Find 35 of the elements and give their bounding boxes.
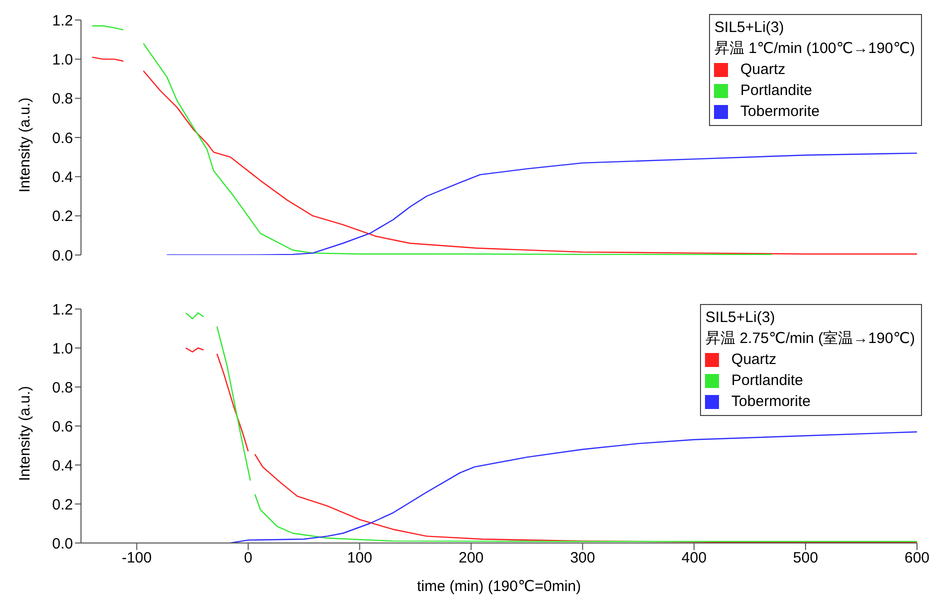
y-tick-label: 1.2 — [52, 301, 73, 318]
y-tick-label: 0.2 — [52, 208, 73, 226]
y-tick-label: 1.0 — [52, 340, 73, 358]
x-tick-label: 500 — [793, 550, 818, 567]
line-series — [230, 431, 917, 543]
y-tick-label: 0.2 — [52, 496, 73, 514]
legend-label: Tobermorite — [740, 102, 820, 122]
x-tick-label: 600 — [904, 550, 930, 567]
y-tick-label: 0.0 — [52, 247, 73, 264]
x-tick-label: 100 — [347, 550, 372, 567]
legend-title: SIL5+Li(3) 昇温 1℃/min (100℃→190℃) — [714, 18, 915, 59]
legend-label: Quartz — [740, 60, 786, 80]
line-series — [166, 152, 917, 255]
x-axis-title: time (min) (190℃=0min) — [417, 578, 581, 595]
y-tick-label: 0.6 — [52, 130, 73, 147]
legend-label: Tobermorite — [731, 392, 811, 412]
y-tick-label: 0.6 — [52, 418, 73, 436]
y-axis-title: Intensity (a.u.) — [16, 97, 34, 192]
y-tick-label: 0.8 — [52, 90, 73, 108]
x-tick-label: 400 — [682, 550, 707, 567]
y-tick-label: 0.4 — [52, 457, 73, 474]
y-tick-label: 0.4 — [52, 168, 73, 186]
x-tick-label: 0 — [244, 550, 252, 567]
y-tick-label: 0.0 — [52, 535, 73, 552]
legend-label: Portlandite — [731, 371, 804, 391]
y-tick-label: 1.2 — [52, 12, 73, 30]
x-tick-label: 200 — [458, 550, 484, 567]
legend-label: Portlandite — [740, 81, 812, 101]
x-tick-label: -100 — [122, 550, 152, 567]
legend-title: SIL5+Li(3) 昇温 2.75℃/min (室温→190℃) — [705, 308, 915, 349]
y-axis-title: Intensity (a.u.) — [16, 386, 34, 481]
y-tick-label: 1.0 — [52, 51, 73, 68]
x-tick-label: 300 — [570, 550, 596, 567]
y-tick-label: 0.8 — [52, 379, 73, 396]
legend-label: Quartz — [731, 350, 776, 370]
